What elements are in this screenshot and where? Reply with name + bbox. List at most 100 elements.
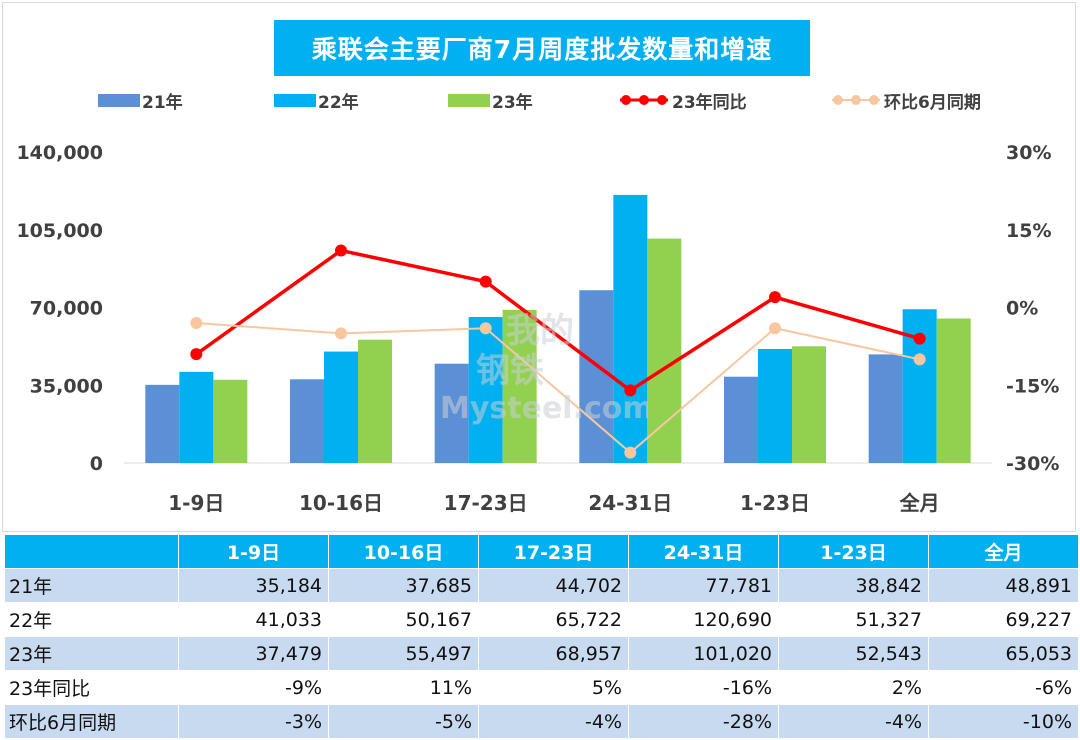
line-point: [913, 353, 926, 366]
legend-swatch-21: [98, 93, 140, 107]
legend-item-22: 22年: [274, 88, 359, 113]
table-header-cell: 1-23日: [778, 534, 929, 569]
table-row: 23年同比 -9% 11% 5% -16% 2% -6%: [4, 670, 1079, 705]
table-cell: 65,053: [928, 636, 1079, 671]
legend-label-mom: 环比6月同期: [884, 92, 981, 113]
table-cell: 50,167: [328, 602, 479, 637]
legend-label-21: 21年: [142, 92, 183, 113]
table-cell: 69,227: [928, 602, 1079, 637]
table-row: 环比6月同期 -3% -5% -4% -28% -4% -10%: [4, 704, 1079, 739]
table-cell: 101,020: [628, 636, 779, 671]
legend-marker-yoy: [620, 95, 668, 105]
table-cell: -10%: [928, 704, 1079, 739]
table-cell: 41,033: [178, 602, 329, 637]
table-cell: 35,184: [178, 568, 329, 603]
series-line: [196, 322, 920, 454]
table-row-label: 23年同比: [4, 670, 179, 705]
table-header-cell: 24-31日: [628, 534, 779, 569]
table-cell: 52,543: [778, 636, 929, 671]
bar: [290, 379, 324, 463]
line-point: [335, 244, 347, 257]
bar: [179, 371, 214, 463]
line-point: [479, 275, 492, 288]
table-row: 23年 37,479 55,497 68,957 101,020 52,543 …: [4, 636, 1079, 671]
table-cell: 37,685: [328, 568, 479, 603]
chart-frame: [2, 2, 1076, 532]
y-left-tick-label: 0: [90, 453, 103, 475]
table-cell: 2%: [778, 670, 929, 705]
bar: [758, 348, 792, 463]
x-category-label: 10-16日: [299, 491, 383, 515]
bar: [724, 376, 758, 463]
chart-title: 乘联会主要厂商7月周度批发数量和增速: [274, 20, 810, 76]
legend-item-21: 21年: [98, 88, 183, 113]
legend-marker-mom: [832, 95, 880, 105]
y-left-tick-label: 140,000: [16, 142, 103, 164]
table-cell: -4%: [478, 704, 629, 739]
y-left-tick-label: 35,000: [30, 375, 103, 397]
bar: [936, 318, 971, 463]
table-cell: 77,781: [628, 568, 779, 603]
table-cell: -28%: [628, 704, 779, 739]
table-cell: -5%: [328, 704, 479, 739]
line-point: [624, 446, 637, 459]
bar: [434, 363, 469, 463]
table-row-label: 环比6月同期: [4, 704, 179, 739]
x-category-label: 1-9日: [168, 491, 224, 515]
chart-plot: 0 35,000 70,000 105,000 140,000 -30% -15% 0% 15%…: [16, 142, 1059, 515]
table-cell: 55,497: [328, 636, 479, 671]
table-header-cell: [4, 534, 179, 569]
table-cell: 44,702: [478, 568, 629, 603]
legend-item-yoy: 23年同比: [618, 88, 747, 113]
data-table: 1-9日 10-16日 17-23日 24-31日 1-23日 全月 21年 3…: [4, 534, 1079, 739]
line-point: [190, 317, 203, 330]
line-point: [479, 322, 492, 335]
legend-label-22: 22年: [318, 92, 359, 113]
bar: [613, 194, 648, 463]
table-header-cell: 1-9日: [178, 534, 329, 569]
y-right-tick-label: 15%: [1006, 220, 1051, 242]
y-right-tick-label: 0%: [1006, 298, 1038, 320]
x-category-label: 24-31日: [588, 491, 672, 515]
line-point: [769, 322, 781, 335]
table-cell: -6%: [928, 670, 1079, 705]
table-cell: -9%: [178, 670, 329, 705]
table-row: 21年 35,184 37,685 44,702 77,781 38,842 4…: [4, 568, 1079, 603]
legend-swatch-23: [448, 93, 490, 107]
table-cell: 68,957: [478, 636, 629, 671]
y-right-tick-label: -15%: [1006, 375, 1059, 397]
table-cell: 38,842: [778, 568, 929, 603]
table-header-cell: 全月: [928, 534, 1079, 569]
series-line: [195, 248, 921, 393]
line-point: [624, 384, 637, 397]
bar: [502, 309, 537, 463]
x-category-label: 全月: [899, 491, 940, 515]
bar: [868, 354, 903, 463]
y-left-tick-label: 105,000: [16, 220, 103, 242]
bar: [213, 379, 248, 463]
legend-label-yoy: 23年同比: [672, 92, 747, 113]
legend-swatch-22: [274, 93, 316, 107]
table-row-label: 21年: [4, 568, 179, 603]
y-right-tick-label: 30%: [1006, 142, 1051, 164]
table-header-row: 1-9日 10-16日 17-23日 24-31日 1-23日 全月: [4, 534, 1079, 569]
line-point: [913, 332, 926, 345]
table-row-label: 23年: [4, 636, 179, 671]
line-point: [190, 348, 203, 361]
x-category-label: 1-23日: [740, 491, 810, 515]
bar: [145, 384, 180, 463]
bar: [792, 346, 826, 463]
table-cell: 48,891: [928, 568, 1079, 603]
y-right-tick-label: -30%: [1006, 453, 1059, 475]
legend-item-mom: 环比6月同期: [830, 88, 981, 113]
x-category-label: 17-23日: [444, 491, 528, 515]
table-cell: -3%: [178, 704, 329, 739]
table-header-cell: 17-23日: [478, 534, 629, 569]
line-point: [769, 291, 781, 304]
table-cell: 120,690: [628, 602, 779, 637]
bar: [902, 309, 937, 463]
table-cell: 11%: [328, 670, 479, 705]
table-row: 22年 41,033 50,167 65,722 120,690 51,327 …: [4, 602, 1079, 637]
table-cell: -4%: [778, 704, 929, 739]
legend-label-23: 23年: [492, 92, 533, 113]
